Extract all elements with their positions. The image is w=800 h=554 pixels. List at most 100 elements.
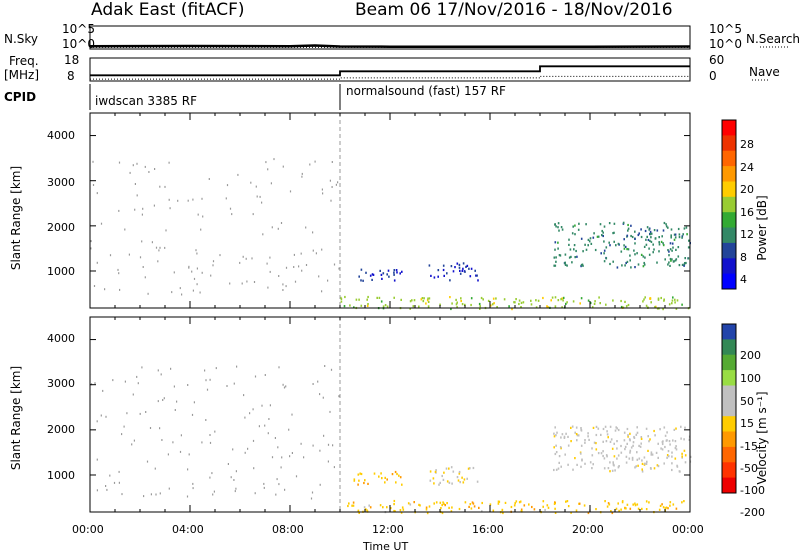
power-cell	[568, 238, 570, 241]
power-cell	[459, 272, 462, 275]
power-cell	[673, 260, 675, 263]
velocity-sparse-cell	[145, 411, 147, 413]
power-sparse-cell	[168, 198, 170, 201]
velocity-cell	[668, 440, 671, 443]
power-cell	[608, 241, 610, 244]
velocity-cell	[481, 510, 483, 513]
velocity-sparse-cell	[214, 430, 216, 433]
velocity-cell	[632, 444, 634, 447]
power-cell	[670, 259, 672, 262]
velocity-cell	[623, 439, 626, 442]
velocity-sparse-cell	[204, 369, 206, 372]
velocity-cell	[628, 457, 631, 460]
power-cell	[644, 229, 647, 233]
power-cell	[620, 299, 622, 303]
nsearch-tick-bottom: 10^0	[709, 37, 742, 51]
power-sparse-cell	[136, 162, 138, 165]
power-cell	[384, 304, 387, 307]
power-cell	[393, 273, 395, 276]
velocity-cell	[462, 481, 465, 484]
velocity-cell	[666, 454, 669, 457]
velocity-sparse-cell	[192, 482, 194, 485]
power-cell	[508, 305, 510, 308]
velocity-sparse-cell	[254, 375, 257, 378]
velocity-sparse-cell	[330, 368, 333, 371]
power-sparse-cell	[118, 272, 120, 275]
power-cell	[553, 264, 555, 267]
velocity-sparse-cell	[303, 456, 305, 459]
power-cell	[681, 235, 684, 238]
power-cell	[365, 271, 367, 274]
velocity-cell	[366, 509, 368, 512]
power-cell	[537, 299, 540, 302]
velocity-cell	[435, 501, 438, 504]
power-cell	[446, 272, 448, 275]
power-cell	[451, 302, 453, 305]
power-cell	[647, 238, 650, 242]
power-cell	[594, 300, 596, 303]
velocity-cell	[650, 451, 653, 454]
velocity-sparse-cell	[209, 441, 212, 444]
power-cell	[605, 246, 608, 249]
power-sparse-cell	[169, 207, 171, 210]
velocity-sparse-cell	[167, 453, 169, 456]
power-cell	[573, 244, 576, 247]
velocity-cell	[674, 440, 677, 443]
velocity-sparse-cell	[244, 416, 246, 419]
power-sparse-cell	[318, 275, 320, 278]
power-sparse-cell	[277, 227, 279, 230]
power-sparse-cell	[212, 260, 215, 263]
power-cell	[662, 229, 665, 232]
power-cell	[430, 274, 432, 277]
power-cell	[437, 269, 440, 272]
power-sparse-cell	[136, 194, 138, 197]
velocity-cell	[398, 474, 400, 477]
power-cell	[644, 256, 646, 259]
velocity-tick: 200	[740, 349, 761, 362]
velocity-cell	[571, 425, 574, 428]
velocity-sparse-cell	[300, 442, 302, 445]
velocity-cell	[378, 475, 380, 478]
velocity-cell	[558, 455, 561, 458]
velocity-sparse-cell	[105, 485, 107, 487]
power-sparse-cell	[231, 213, 233, 216]
power-cell	[580, 264, 583, 267]
power-cell	[649, 230, 652, 233]
power-cell	[571, 261, 573, 264]
velocity-cell	[542, 500, 545, 503]
power-sparse-cell	[199, 291, 201, 294]
power-sparse-cell	[195, 249, 197, 252]
power-sparse-cell	[314, 160, 316, 163]
power-sparse-cell	[173, 271, 175, 274]
power-cell	[671, 249, 673, 252]
velocity-sparse-cell	[280, 466, 282, 469]
power-cell	[482, 298, 484, 301]
velocity-cell	[566, 500, 569, 503]
velocity-cell	[461, 476, 463, 479]
power-cell	[518, 299, 521, 302]
power-cell	[657, 297, 660, 300]
velocity-cell	[645, 508, 648, 511]
power-cell	[511, 308, 513, 311]
power-cell	[469, 275, 472, 278]
power-cell	[598, 296, 600, 299]
velocity-cell	[528, 503, 530, 506]
velocity-sparse-cell	[253, 467, 255, 470]
power-cell	[437, 275, 439, 278]
power-cell	[476, 274, 478, 277]
velocity-cell	[557, 467, 560, 470]
velocity-sparse-cell	[186, 495, 189, 498]
power-sparse-cell	[267, 168, 269, 171]
velocity-cell	[631, 458, 634, 461]
velocity-cell	[650, 453, 653, 456]
power-cell	[386, 273, 388, 276]
power-sparse-cell	[301, 269, 303, 272]
power-sparse-cell	[289, 190, 292, 193]
velocity-cell	[593, 441, 596, 444]
velocity-sparse-cell	[105, 415, 107, 418]
power-cell	[648, 247, 650, 250]
power-cell	[464, 270, 466, 273]
velocity-tick: 100	[740, 372, 761, 385]
velocity-cell	[638, 457, 641, 460]
power-cell	[557, 241, 559, 244]
